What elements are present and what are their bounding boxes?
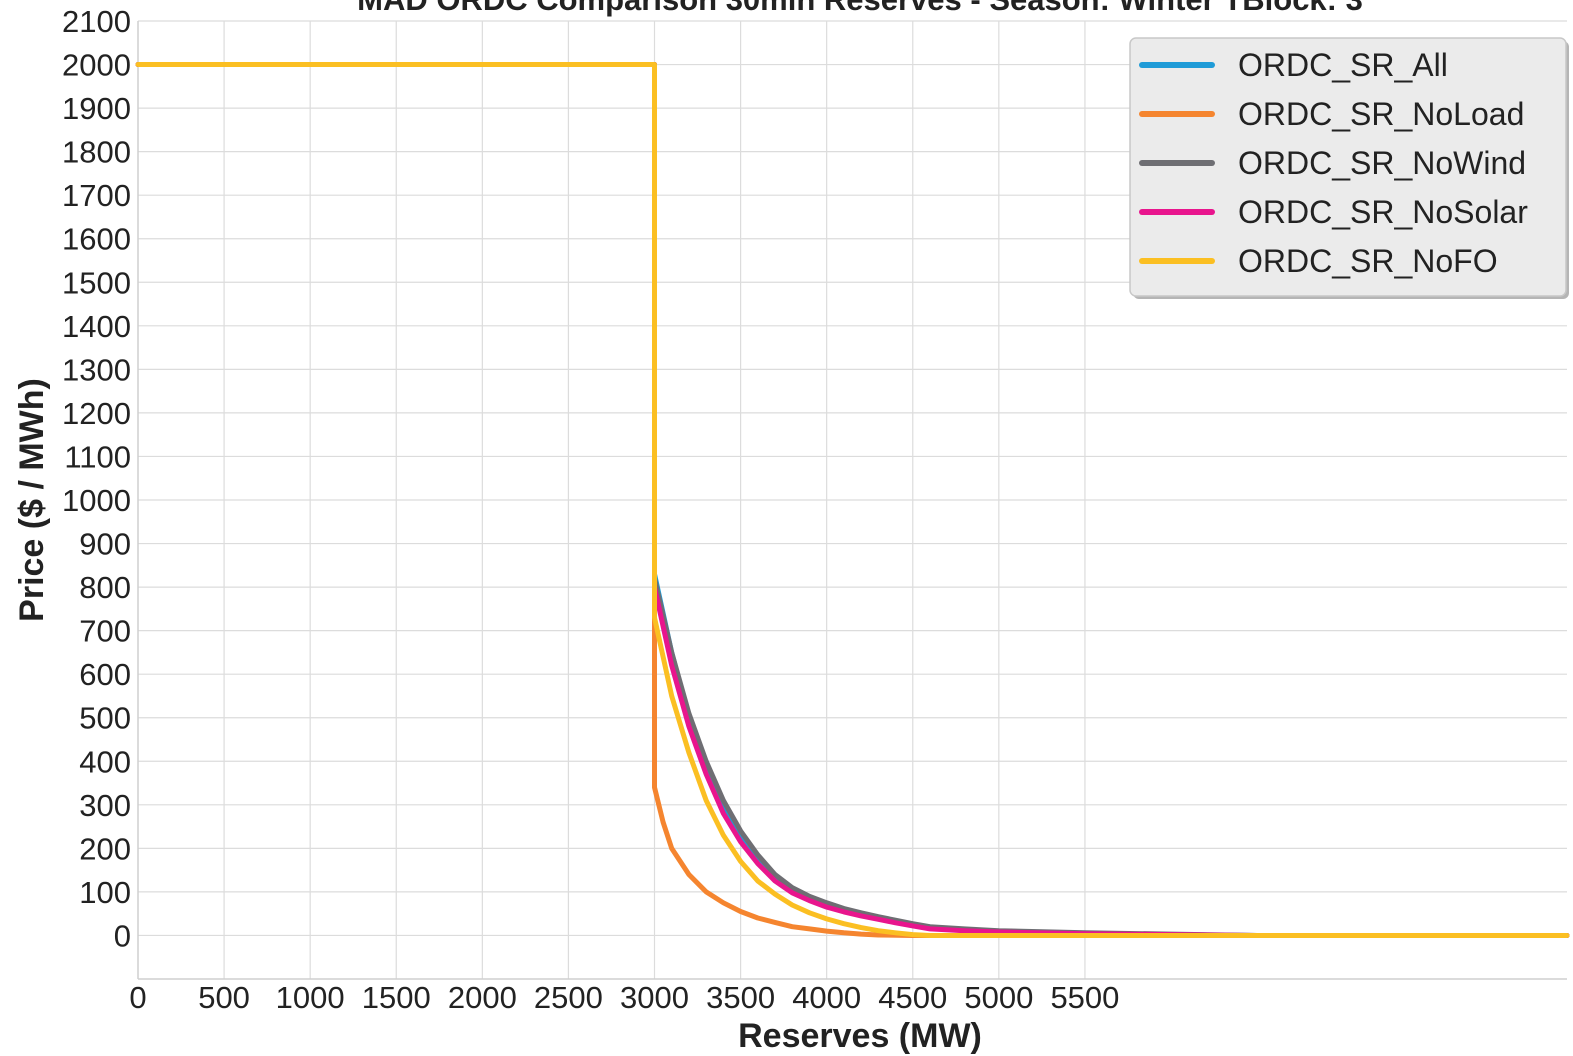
y-tick-label: 1100 (64, 439, 131, 474)
y-tick-label: 900 (79, 527, 131, 562)
x-tick-label: 5500 (1050, 980, 1119, 1015)
legend-label: ORDC_SR_NoSolar (1238, 194, 1528, 230)
y-tick-label: 1700 (62, 178, 131, 213)
x-tick-label: 4500 (878, 980, 947, 1015)
x-tick-label: 2000 (448, 980, 517, 1015)
y-tick-label: 2100 (62, 4, 131, 39)
y-tick-label: 100 (79, 875, 131, 910)
y-tick-label: 1600 (62, 222, 131, 257)
y-tick-label: 1800 (62, 135, 131, 170)
y-tick-label: 300 (79, 788, 131, 823)
y-tick-label: 1500 (62, 265, 131, 300)
x-tick-label: 3000 (620, 980, 689, 1015)
legend-box (1129, 37, 1567, 297)
legend-label: ORDC_SR_NoLoad (1238, 96, 1524, 132)
series-line-ordc-sr-noload (135, 62, 1570, 938)
y-tick-label: 1400 (62, 309, 131, 344)
series-layer (135, 62, 1570, 938)
y-tick-label: 0 (114, 918, 131, 953)
y-tick-label: 200 (79, 831, 131, 866)
legend-label: ORDC_SR_All (1238, 47, 1448, 83)
series-line-ordc-sr-nofo (135, 62, 1570, 938)
x-tick-label: 500 (198, 980, 250, 1015)
chart-title: MAD ORDC Comparison 30min Reserves - Sea… (357, 0, 1363, 17)
y-tick-label: 2000 (62, 48, 131, 83)
y-tick-label: 1300 (62, 352, 131, 387)
y-tick-label: 800 (79, 570, 131, 605)
x-tick-label: 0 (129, 980, 146, 1015)
legend-label: ORDC_SR_NoWind (1238, 145, 1526, 181)
y-tick-label: 700 (79, 614, 131, 649)
series-line-ordc-sr-nosolar (135, 62, 1570, 938)
x-tick-label: 3500 (706, 980, 775, 1015)
x-tick-label: 5000 (964, 980, 1033, 1015)
y-tick-label: 1900 (62, 91, 131, 126)
x-tick-label: 2500 (534, 980, 603, 1015)
y-tick-label: 500 (79, 701, 131, 736)
legend: ORDC_SR_All ORDC_SR_NoLoad ORDC_SR_NoWind O… (1129, 37, 1569, 299)
legend-label: ORDC_SR_NoFO (1238, 243, 1498, 279)
axis-layer: 0 500 1000 1500 2000 2500 3000 3500 4000 4500 5000… (62, 4, 1567, 1015)
x-tick-label: 1000 (276, 980, 345, 1015)
y-axis-title: Price ($ / MWh) (13, 378, 51, 622)
y-tick-label: 400 (79, 744, 131, 779)
y-tick-label: 1000 (62, 483, 131, 518)
y-tick-label: 600 (79, 657, 131, 692)
y-tick-label: 1200 (62, 396, 131, 431)
x-tick-label: 1500 (362, 980, 431, 1015)
x-tick-label: 4000 (792, 980, 861, 1015)
x-axis-title: Reserves (MW) (738, 1017, 982, 1055)
